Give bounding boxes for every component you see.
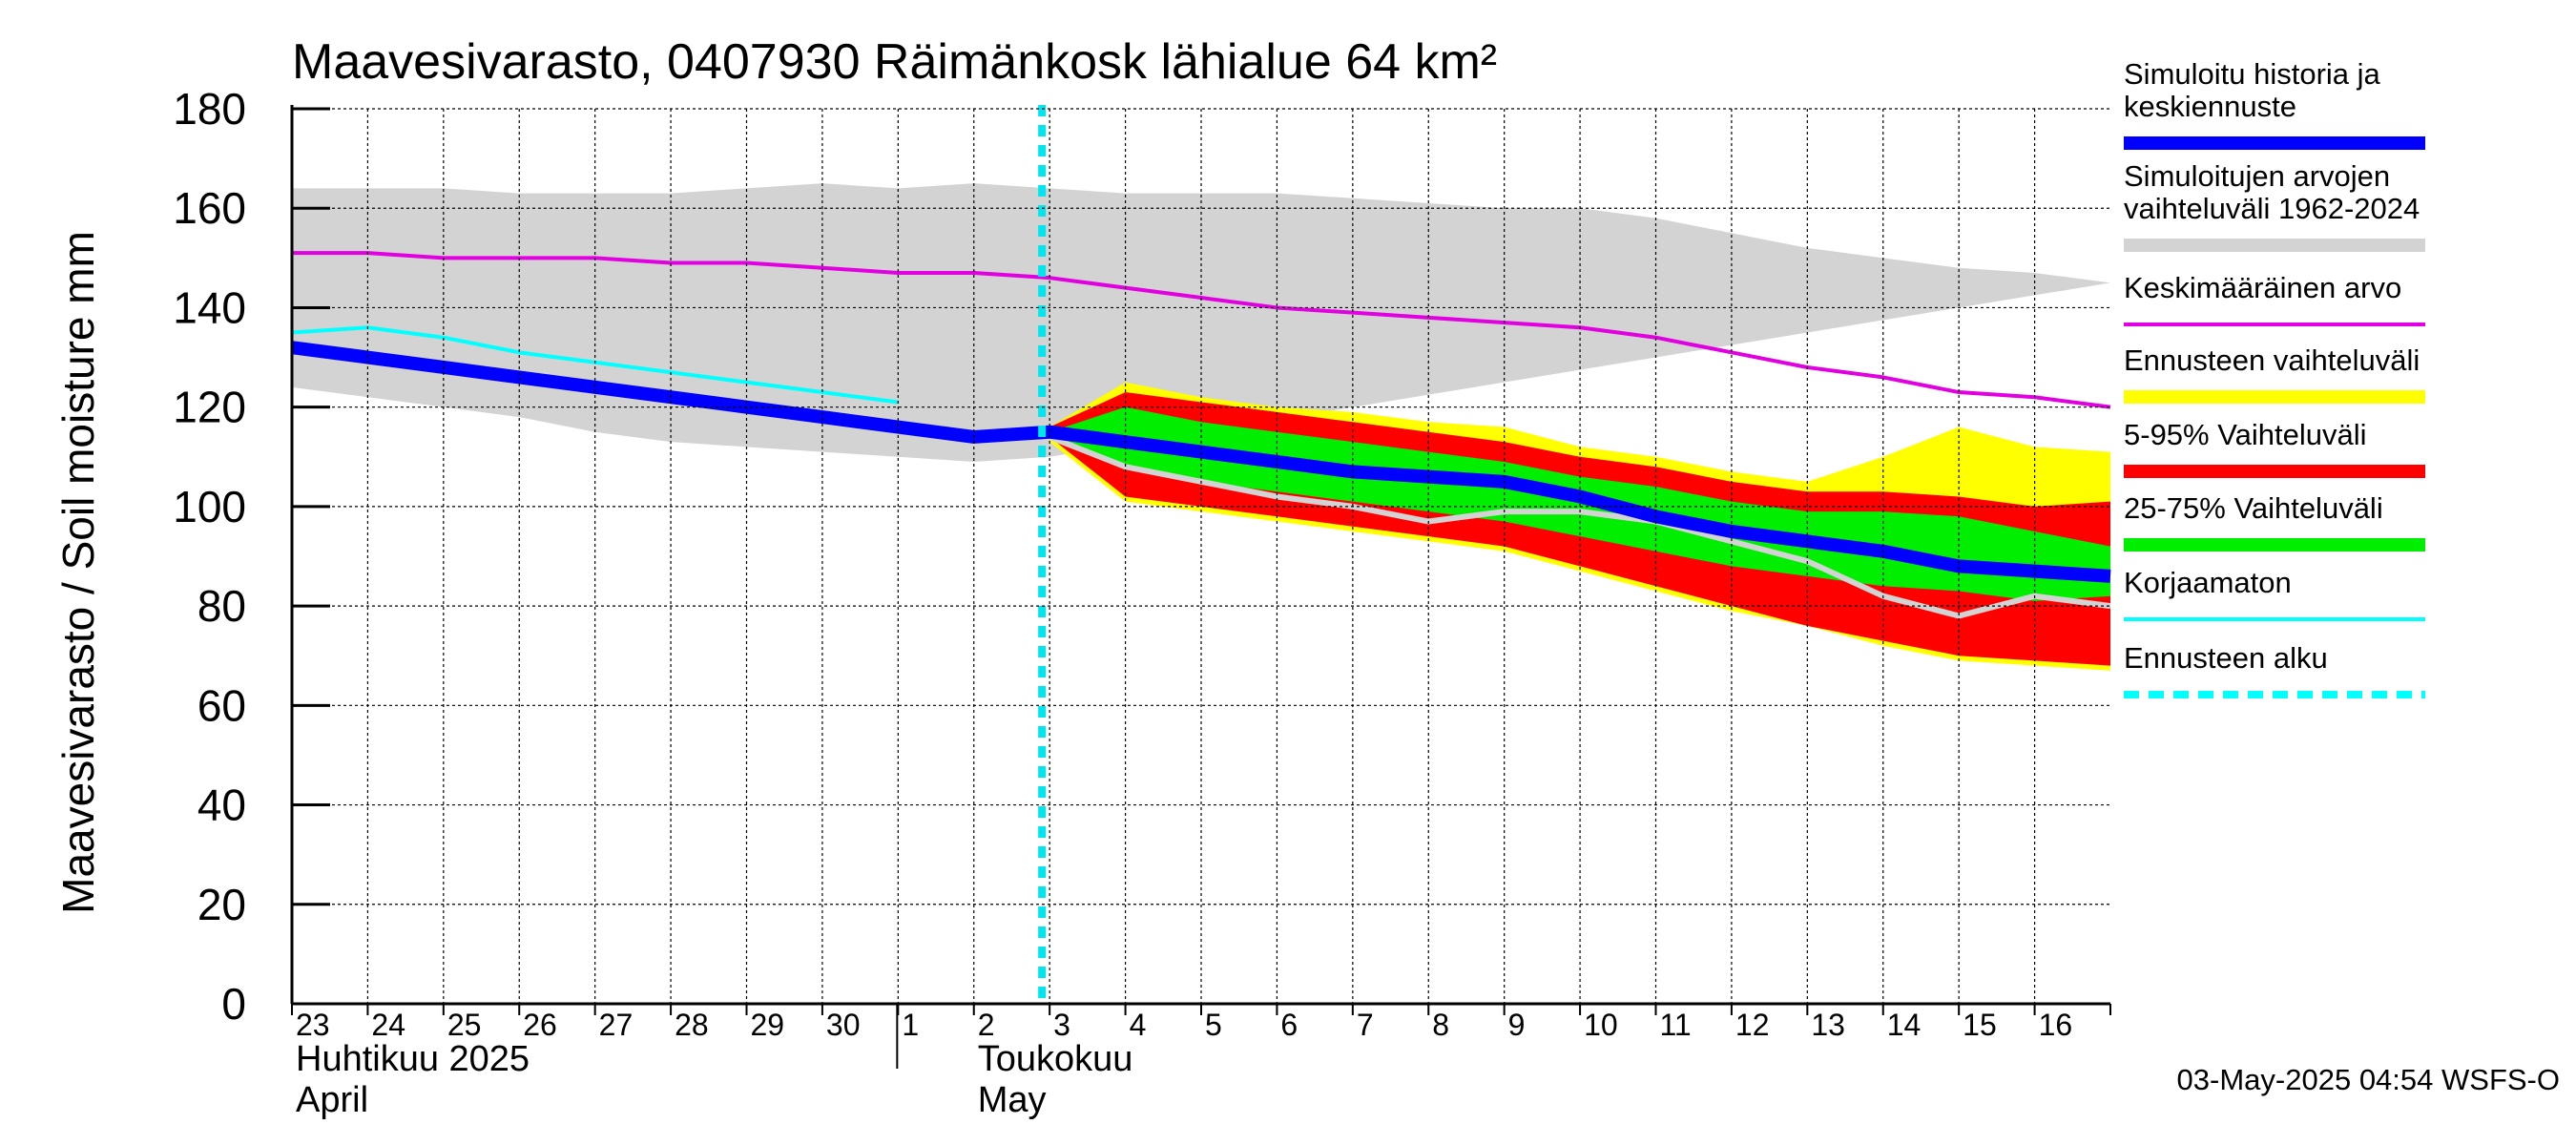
x-tick-label: 10 [1584, 1008, 1618, 1042]
x-tick-label: 11 [1660, 1008, 1692, 1042]
y-tick-label: 0 [221, 979, 246, 1029]
simuloitu-historia-ja-keskiennuste-line [291, 341, 2111, 583]
x-tick-label: 15 [1963, 1008, 1997, 1042]
legend-label: 5-95% Vaihteluväli [2124, 418, 2366, 451]
month-label-en: May [978, 1080, 1047, 1120]
legend-label: 25-75% Vaihteluväli [2124, 491, 2383, 525]
x-tick-label: 25 [447, 1008, 482, 1042]
timestamp-footer: 03-May-2025 04:54 WSFS-O [2177, 1063, 2560, 1096]
x-tick-label: 7 [1357, 1008, 1374, 1042]
x-tick-label: 8 [1432, 1008, 1449, 1042]
month-label: Huhtikuu 2025 [296, 1039, 530, 1079]
x-tick-label: 12 [1735, 1008, 1770, 1042]
y-axis-label: Maavesivarasto / Soil moisture mm [53, 231, 103, 914]
x-tick-label: 5 [1205, 1008, 1222, 1042]
chart-title: Maavesivarasto, 0407930 Räimänkosk lähia… [292, 34, 1497, 90]
legend-label: Korjaamaton [2124, 566, 2292, 599]
month-label-en: April [296, 1080, 368, 1120]
y-tick-label: 120 [173, 383, 246, 432]
x-tick-label: 24 [371, 1008, 405, 1042]
x-tick-label: 29 [751, 1008, 785, 1042]
month-label: Toukokuu [978, 1039, 1133, 1079]
x-tick-label: 14 [1887, 1008, 1922, 1042]
x-tick-label: 23 [296, 1008, 330, 1042]
legend-label: Simuloitujen arvojen [2124, 159, 2390, 193]
y-tick-label: 80 [197, 581, 246, 631]
x-tick-label: 28 [675, 1008, 709, 1042]
x-tick-label: 13 [1811, 1008, 1845, 1042]
x-tick-label: 2 [978, 1008, 995, 1042]
legend-label: Simuloitu historia ja [2124, 57, 2381, 91]
y-tick-label: 180 [173, 84, 246, 134]
x-tick-label: 9 [1508, 1008, 1526, 1042]
y-tick-label: 20 [197, 880, 246, 929]
y-tick-label: 60 [197, 680, 246, 730]
x-tick-label: 4 [1130, 1008, 1147, 1042]
legend-label: Ennusteen vaihteluväli [2124, 344, 2420, 377]
x-tick-label: 3 [1053, 1008, 1070, 1042]
x-tick-label: 27 [599, 1008, 634, 1042]
y-tick-label: 40 [197, 781, 246, 830]
legend-label: Keskimääräinen arvo [2124, 271, 2401, 304]
x-tick-label: 16 [2039, 1008, 2073, 1042]
legend-label: keskiennuste [2124, 90, 2296, 123]
legend-label: vaihteluväli 1962-2024 [2124, 192, 2420, 225]
y-tick-label: 140 [173, 282, 246, 332]
x-tick-label: 6 [1280, 1008, 1298, 1042]
x-tick-label: 26 [523, 1008, 557, 1042]
y-tick-label: 160 [173, 183, 246, 233]
x-tick-label: 1 [902, 1008, 919, 1042]
x-tick-label: 30 [826, 1008, 861, 1042]
y-tick-label: 100 [173, 482, 246, 531]
plot-area [291, 105, 2111, 1004]
legend-label: Ennusteen alku [2124, 641, 2328, 675]
